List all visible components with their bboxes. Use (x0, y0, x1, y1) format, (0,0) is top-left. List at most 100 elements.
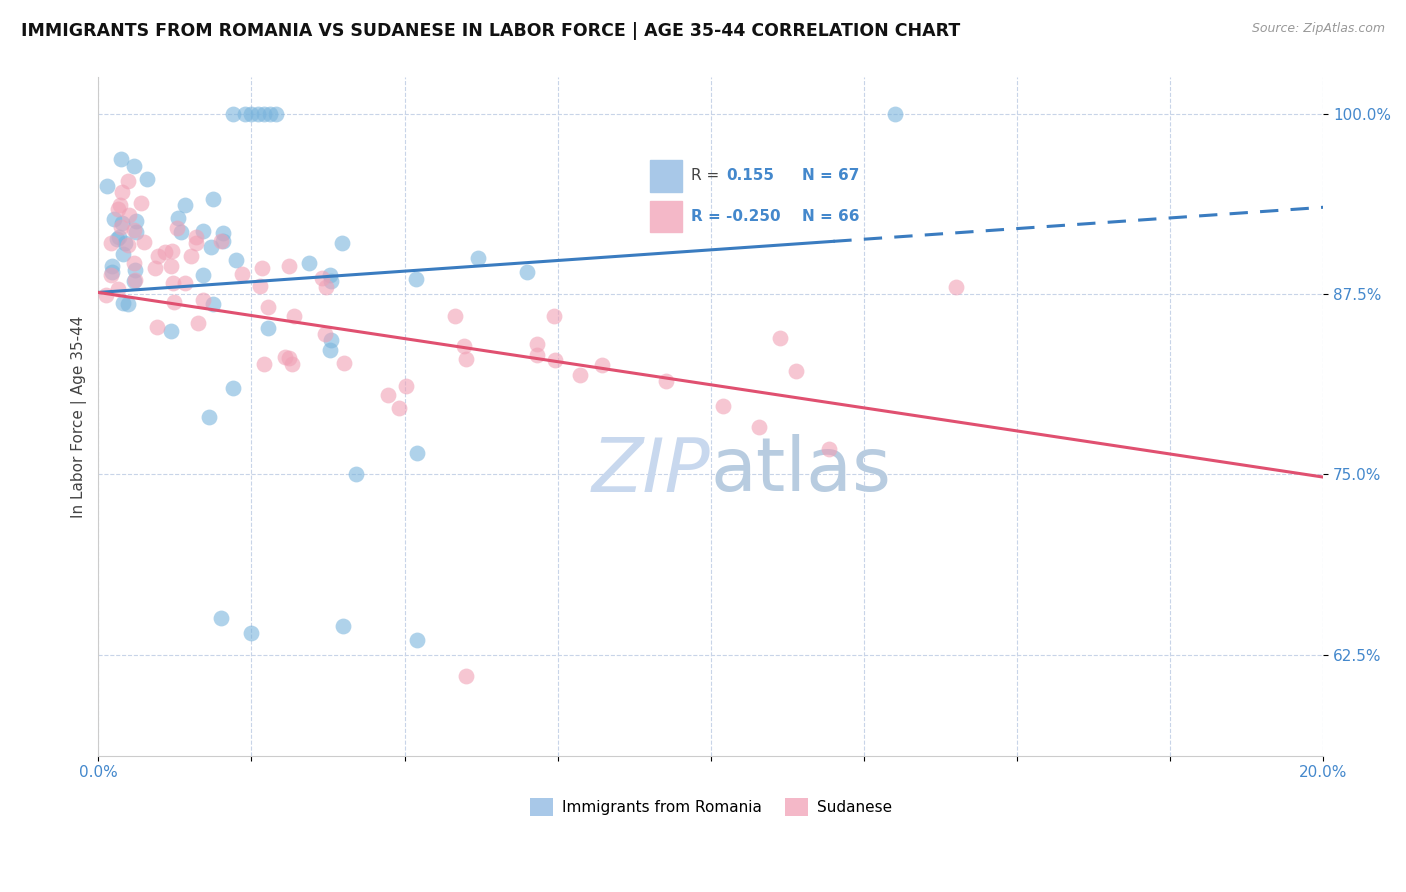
Point (170, 226, 193, 240)
Point (100, 235, 122, 250)
Point (174, 197, 197, 211)
Text: R = -0.250: R = -0.250 (690, 210, 780, 224)
Point (160, 259, 183, 273)
Point (253, 106, 276, 120)
Point (125, 225, 148, 239)
Point (543, 309, 565, 323)
Point (184, 230, 207, 244)
Point (191, 268, 214, 282)
Point (129, 196, 152, 211)
Point (344, 467, 367, 482)
Point (257, 300, 280, 314)
Point (187, 317, 209, 331)
Point (110, 220, 132, 235)
Point (454, 669, 477, 683)
Point (277, 259, 299, 273)
Point (405, 445, 427, 459)
Point (122, 274, 145, 288)
Point (135, 172, 157, 186)
Text: N = 66: N = 66 (803, 210, 860, 224)
Point (785, 363, 807, 377)
Point (202, 192, 225, 206)
Point (443, 309, 465, 323)
Point (568, 368, 591, 382)
Point (124, 263, 146, 277)
Point (107, 202, 129, 216)
Point (315, 279, 337, 293)
Point (249, 279, 271, 293)
Point (264, 106, 287, 120)
Point (108, 198, 131, 212)
Point (319, 343, 342, 357)
Legend: Immigrants from Romania, Sudanese: Immigrants from Romania, Sudanese (523, 792, 898, 822)
Point (110, 216, 132, 230)
Point (107, 282, 129, 296)
Point (148, 249, 170, 263)
Point (153, 244, 176, 259)
Point (162, 276, 184, 290)
Point (280, 357, 302, 371)
Point (274, 350, 297, 364)
Point (225, 252, 247, 267)
Point (454, 351, 477, 366)
Text: Source: ZipAtlas.com: Source: ZipAtlas.com (1251, 22, 1385, 36)
Text: ZIP: ZIP (592, 434, 711, 507)
Point (103, 212, 125, 227)
Point (111, 247, 134, 261)
Point (883, 106, 905, 120)
Point (122, 255, 145, 269)
Point (124, 223, 146, 237)
Point (118, 207, 141, 221)
Point (167, 211, 190, 225)
Point (526, 348, 548, 362)
Point (319, 268, 342, 282)
Point (516, 265, 538, 279)
Point (544, 353, 567, 368)
Point (101, 265, 124, 279)
Point (769, 331, 792, 345)
Point (233, 106, 256, 120)
Point (332, 618, 354, 632)
Point (240, 106, 263, 120)
Point (160, 324, 183, 338)
Y-axis label: In Labor Force | Age 35-44: In Labor Force | Age 35-44 (72, 315, 87, 517)
Point (112, 295, 135, 310)
Point (209, 235, 232, 249)
Point (817, 442, 839, 456)
Point (333, 356, 356, 370)
Point (240, 626, 263, 640)
Point (110, 185, 132, 199)
Point (160, 244, 183, 258)
Point (117, 296, 139, 310)
Point (114, 235, 136, 250)
Point (748, 420, 770, 434)
Point (211, 227, 233, 241)
Point (110, 152, 132, 166)
Point (186, 236, 208, 251)
Text: N = 67: N = 67 (803, 169, 859, 184)
Point (143, 260, 166, 275)
Point (191, 224, 214, 238)
Text: IMMIGRANTS FROM ROMANIA VS SUDANESE IN LABOR FORCE | AGE 35-44 CORRELATION CHART: IMMIGRANTS FROM ROMANIA VS SUDANESE IN L… (21, 22, 960, 40)
Point (257, 320, 280, 334)
Point (125, 214, 148, 228)
Point (202, 297, 225, 311)
Point (174, 277, 197, 291)
Point (387, 401, 409, 416)
Point (222, 381, 245, 395)
Point (162, 295, 184, 310)
Point (277, 351, 299, 366)
Point (100, 268, 122, 282)
Point (96, 178, 118, 193)
Point (108, 229, 131, 244)
Point (209, 611, 232, 625)
Point (321, 274, 343, 288)
Point (945, 279, 967, 293)
Point (180, 249, 202, 263)
Point (655, 374, 678, 388)
Text: 0.155: 0.155 (725, 169, 775, 184)
Point (330, 235, 353, 250)
Point (246, 106, 269, 120)
Point (314, 327, 336, 342)
Point (197, 409, 219, 424)
